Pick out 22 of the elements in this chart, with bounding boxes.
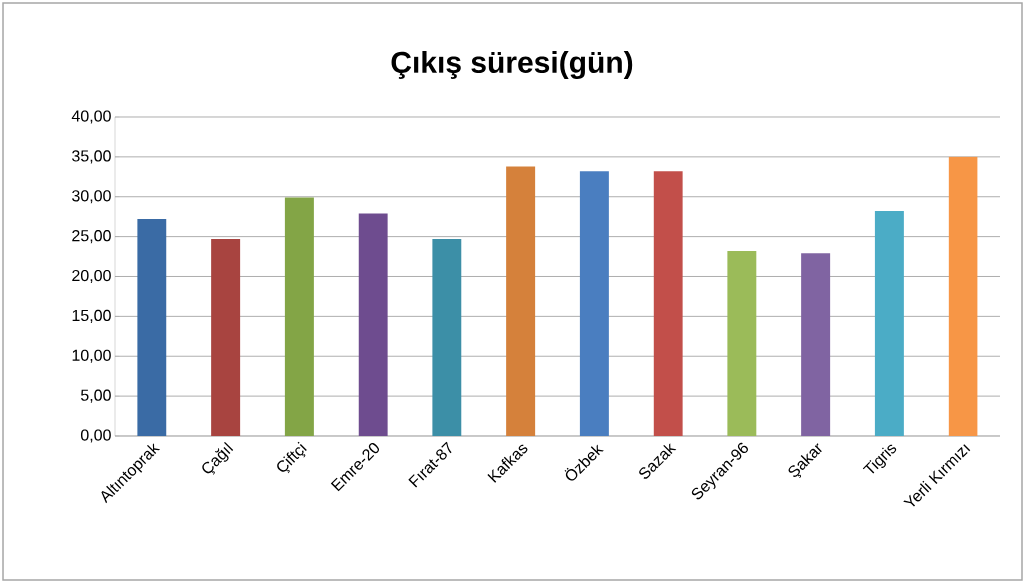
bar xyxy=(874,211,904,436)
bar xyxy=(137,219,167,436)
chart-title: Çıkış süresi(gün) xyxy=(391,50,633,80)
bar xyxy=(211,239,241,436)
y-tick-label: 0,00 xyxy=(80,429,111,443)
y-tick-label: 30,00 xyxy=(72,190,111,204)
bar xyxy=(653,171,683,436)
y-tick-label: 35,00 xyxy=(72,150,111,164)
bar xyxy=(432,239,462,436)
y-tick-label: 15,00 xyxy=(72,309,111,323)
bar xyxy=(358,213,388,436)
bar xyxy=(727,250,757,436)
bar xyxy=(284,197,314,436)
y-tick-label: 20,00 xyxy=(72,269,111,284)
y-tick-label: 10,00 xyxy=(72,349,111,363)
bar xyxy=(948,156,978,436)
bar xyxy=(579,171,609,436)
y-tick-label: 25,00 xyxy=(72,230,111,244)
y-tick-label: 40,00 xyxy=(71,110,111,124)
bar xyxy=(801,253,831,436)
y-tick-label: 5,00 xyxy=(80,389,111,403)
bar xyxy=(506,166,536,436)
